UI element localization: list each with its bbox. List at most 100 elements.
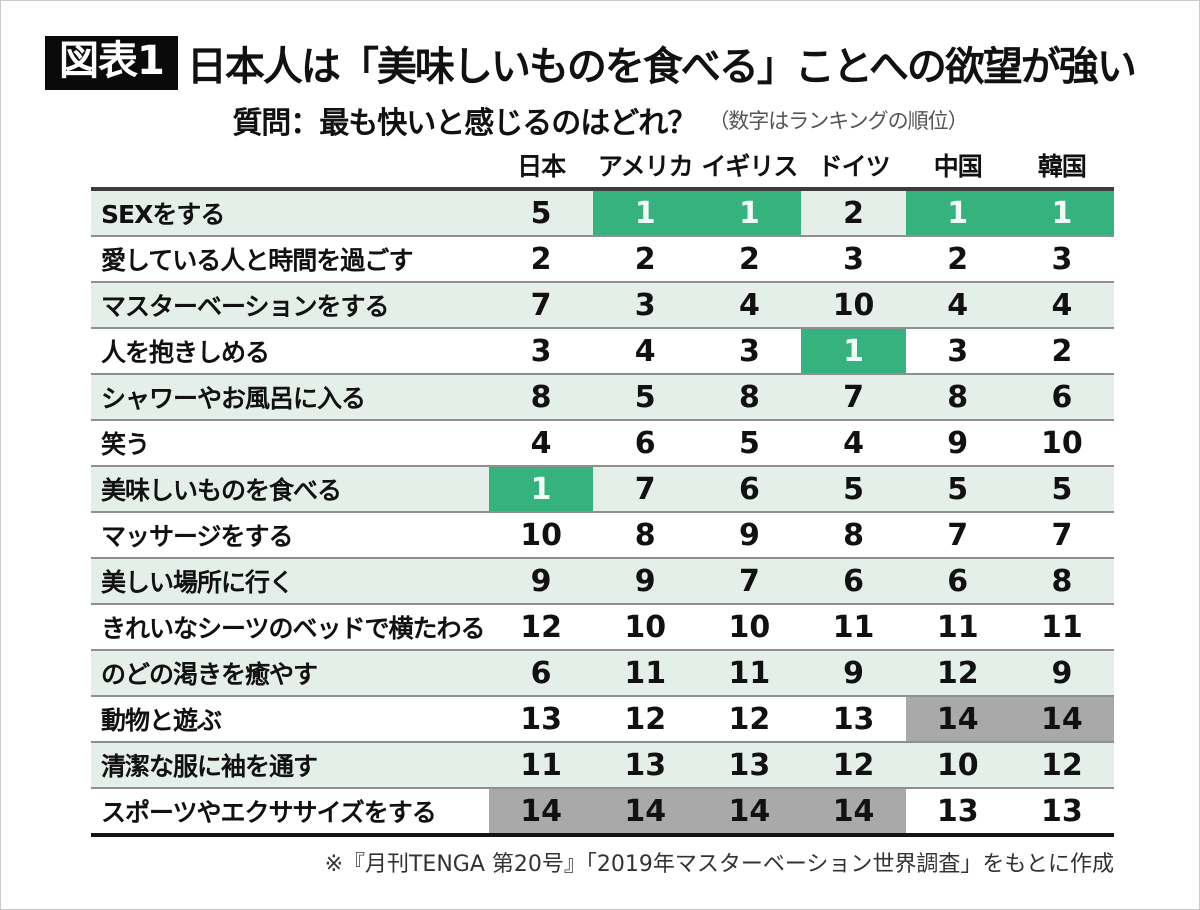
rank-cell: 6 [843,563,864,599]
table-row: きれいなシーツのベッドで横たわる 12 10 10 11 11 11 [91,605,1114,651]
rank-cell: 2 [843,195,864,231]
row-label: SEXをする [101,200,225,229]
table-row: 愛している人と時間を過ごす 2 2 2 3 2 3 [91,237,1114,283]
rank-cell: 3 [1051,241,1073,277]
rank-cell: 3 [738,333,760,369]
rank-cell: 13 [728,747,771,783]
rank-cell: 11 [728,655,771,691]
rank-cell: 12 [624,701,667,737]
rank-cell: 10 [936,747,979,783]
row-label: 愛している人と時間を過ごす [101,246,414,275]
rank-cell: 4 [530,425,552,461]
rank-cell: 2 [947,241,969,277]
rank-cell: 8 [947,379,969,415]
rank-cell: 6 [530,655,552,691]
rank-cell: 8 [1051,563,1073,599]
row-label: のどの渇きを癒やす [101,660,318,689]
rank-cell: 7 [634,471,656,507]
rank-cell: 12 [1041,747,1083,783]
rank-cell: 4 [1051,287,1073,323]
rank-cell: 11 [1041,609,1083,645]
rank-cell: 1 [593,191,698,235]
row-label: 美しい場所に行く [101,568,294,597]
rank-cell: 1 [801,329,906,373]
figure-title-row: 図表1 日本人は「美味しいものを食べる」ことへの欲望が強い [45,34,1137,92]
rank-cell: 10 [1041,425,1083,461]
rank-cell: 14 [801,789,906,833]
rank-cell: 2 [738,241,760,277]
table-row: 人を抱きしめる 3 4 3 1 3 2 [91,329,1114,375]
column-header: アメリカ [597,152,694,181]
rank-cell: 13 [1041,793,1083,829]
rank-cell: 14 [593,789,698,833]
rank-cell: 14 [905,697,1010,741]
rank-cell: 9 [1051,655,1073,691]
rank-cell: 14 [1009,697,1114,741]
rank-cell: 8 [843,517,864,553]
rank-cell: 7 [947,517,969,553]
rank-cell: 5 [1051,471,1073,507]
table-row: スポーツやエクササイズをする 14 14 14 14 13 13 [91,789,1114,833]
table-row: 動物と遊ぶ 13 12 12 13 14 14 [91,697,1114,743]
rank-cell: 6 [1051,379,1073,415]
rank-cell: 10 [624,609,667,645]
row-label: 動物と遊ぶ [101,706,222,735]
rank-cell: 12 [936,655,979,691]
source-note: ※『月刊TENGA 第20号』「2019年マスターベーション世界調査」をもとに作… [324,852,1114,877]
table-row: 清潔な服に袖を通す 11 13 13 12 10 12 [91,743,1114,789]
rank-cell: 6 [947,563,969,599]
column-header: ドイツ [817,152,891,181]
table-row: マスターベーションをする 7 3 4 10 4 4 [91,283,1114,329]
rank-cell: 14 [697,789,802,833]
table-row: 美味しいものを食べる 1 7 6 5 5 5 [91,467,1114,513]
rank-cell: 7 [530,287,552,323]
question-row: 質問：最も快いと感じるのはどれ？ （数字はランキングの順位） [1,98,1199,142]
rank-cell: 5 [947,471,969,507]
rank-cell: 13 [832,701,875,737]
rank-cell: 1 [489,467,594,511]
rank-cell: 8 [738,379,760,415]
row-label: 清潔な服に袖を通す [101,752,318,781]
rank-cell: 13 [936,793,979,829]
row-label: シャワーやお風呂に入る [101,384,366,413]
rank-cell: 1 [1009,191,1114,235]
rank-cell: 9 [634,563,656,599]
row-label: きれいなシーツのベッドで横たわる [101,614,486,643]
column-header: 日本 [517,152,566,181]
table-row: 笑う 4 6 5 4 9 10 [91,421,1114,467]
row-label: 笑う [101,430,150,459]
rank-cell: 1 [697,191,802,235]
rank-cell: 5 [738,425,760,461]
column-header: 中国 [933,152,983,181]
rank-cell: 14 [489,789,594,833]
rank-cell: 8 [530,379,552,415]
rank-cell: 2 [1051,333,1073,369]
rank-cell: 1 [905,191,1010,235]
question-text: 質問：最も快いと感じるのはどれ？ [232,106,697,141]
ranking-table: SEXをする 5 1 1 2 1 1 愛している人と時間を過ごす 2 2 2 3 2 3 マスターベーション… [91,187,1114,837]
question-note: （数字はランキングの順位） [708,109,968,133]
rank-cell: 13 [520,701,562,737]
column-header: 韓国 [1037,152,1087,181]
table-row: シャワーやお風呂に入る 8 5 8 7 8 6 [91,375,1114,421]
rank-cell: 3 [634,287,656,323]
rank-cell: 2 [530,241,552,277]
rank-cell: 3 [843,241,864,277]
table-row: SEXをする 5 1 1 2 1 1 [91,191,1114,237]
column-headers: 日本 アメリカ イギリス ドイツ 中国 韓国 [91,147,1114,185]
rank-cell: 11 [832,609,875,645]
rank-cell: 9 [530,563,552,599]
rank-cell: 7 [738,563,760,599]
figure-title: 日本人は「美味しいものを食べる」ことへの欲望が強い [186,44,1137,90]
rank-cell: 5 [843,471,864,507]
rank-cell: 5 [634,379,656,415]
rank-cell: 10 [728,609,771,645]
table-row: マッサージをする 10 8 9 8 7 7 [91,513,1114,559]
rank-cell: 3 [947,333,969,369]
rank-cell: 2 [634,241,656,277]
rank-cell: 11 [936,609,979,645]
rank-cell: 9 [947,425,969,461]
rank-cell: 4 [738,287,760,323]
row-label: 人を抱きしめる [101,338,270,367]
